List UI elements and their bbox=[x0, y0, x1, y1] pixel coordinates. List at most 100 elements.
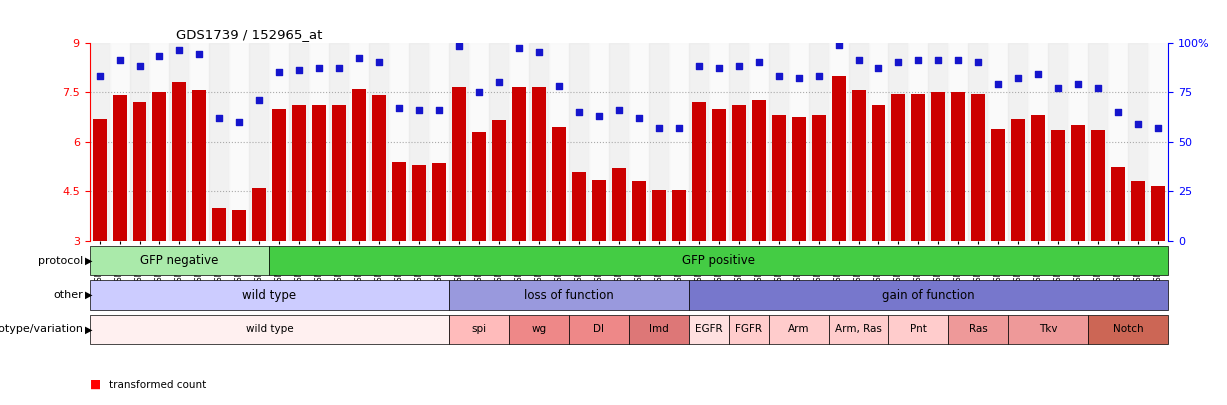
Text: Tkv: Tkv bbox=[1039, 324, 1058, 335]
Bar bbox=[789, 43, 809, 241]
Point bbox=[109, 57, 129, 64]
Bar bbox=[791, 117, 806, 340]
Point bbox=[309, 65, 329, 72]
Bar bbox=[548, 43, 569, 241]
Bar bbox=[669, 43, 688, 241]
Bar bbox=[469, 43, 490, 241]
Bar bbox=[113, 96, 126, 340]
Text: EGFR: EGFR bbox=[694, 324, 723, 335]
Bar bbox=[329, 43, 350, 241]
Point bbox=[729, 63, 748, 70]
Bar bbox=[809, 43, 828, 241]
Text: wg: wg bbox=[531, 324, 546, 335]
Point bbox=[1048, 85, 1067, 92]
Text: GDS1739 / 152965_at: GDS1739 / 152965_at bbox=[175, 28, 323, 41]
Bar bbox=[929, 43, 948, 241]
Bar bbox=[212, 208, 227, 340]
Bar bbox=[169, 43, 189, 241]
Bar bbox=[991, 128, 1005, 340]
Point bbox=[229, 119, 249, 125]
Point bbox=[869, 65, 888, 72]
Bar bbox=[912, 94, 925, 340]
Text: FGFR: FGFR bbox=[735, 324, 762, 335]
Point bbox=[90, 73, 109, 79]
Bar bbox=[731, 105, 746, 340]
Point bbox=[948, 57, 968, 64]
Bar bbox=[193, 90, 206, 340]
Bar bbox=[968, 43, 989, 241]
Point bbox=[569, 109, 589, 115]
Bar bbox=[533, 87, 546, 340]
Bar bbox=[492, 120, 506, 340]
Bar bbox=[1088, 43, 1108, 241]
Bar bbox=[768, 43, 789, 241]
Bar bbox=[229, 43, 249, 241]
Point bbox=[389, 105, 409, 111]
Bar bbox=[772, 115, 785, 340]
Bar bbox=[712, 109, 725, 340]
Text: wild type: wild type bbox=[245, 324, 293, 335]
Bar bbox=[729, 43, 748, 241]
Point bbox=[169, 47, 189, 54]
Text: lmd: lmd bbox=[649, 324, 669, 335]
Text: ▶: ▶ bbox=[85, 256, 92, 266]
Bar bbox=[752, 100, 766, 340]
Bar bbox=[109, 43, 130, 241]
Bar bbox=[1071, 125, 1085, 340]
Bar bbox=[1131, 181, 1145, 340]
Bar bbox=[828, 43, 849, 241]
Text: Arm, Ras: Arm, Ras bbox=[836, 324, 882, 335]
Point bbox=[249, 97, 269, 103]
Bar bbox=[852, 90, 865, 340]
Text: loss of function: loss of function bbox=[524, 288, 614, 302]
Bar bbox=[150, 43, 169, 241]
Bar bbox=[512, 87, 526, 340]
Point bbox=[929, 57, 948, 64]
Bar bbox=[290, 43, 309, 241]
Point bbox=[490, 79, 509, 85]
Point bbox=[509, 45, 529, 52]
Bar bbox=[591, 180, 606, 340]
Bar bbox=[849, 43, 869, 241]
Bar bbox=[811, 115, 826, 340]
Bar bbox=[1069, 43, 1088, 241]
Text: spi: spi bbox=[471, 324, 487, 335]
Bar bbox=[709, 43, 729, 241]
Bar bbox=[1009, 43, 1028, 241]
Bar bbox=[649, 43, 669, 241]
Bar bbox=[552, 127, 566, 340]
Bar bbox=[688, 43, 709, 241]
Bar bbox=[389, 43, 409, 241]
Bar bbox=[292, 105, 307, 340]
Bar bbox=[133, 102, 146, 340]
Point bbox=[190, 51, 210, 58]
Bar bbox=[569, 43, 589, 241]
Text: other: other bbox=[54, 290, 83, 300]
Bar bbox=[1091, 130, 1106, 340]
Bar bbox=[1108, 43, 1128, 241]
Point bbox=[1108, 109, 1128, 115]
Bar bbox=[429, 43, 449, 241]
Point bbox=[1009, 75, 1028, 81]
Bar bbox=[632, 181, 645, 340]
Point bbox=[629, 115, 649, 121]
Point bbox=[1028, 71, 1048, 77]
Point bbox=[469, 89, 488, 96]
Point bbox=[529, 49, 548, 55]
Point bbox=[290, 67, 309, 74]
Bar bbox=[152, 92, 167, 340]
Bar bbox=[92, 119, 107, 340]
Point bbox=[849, 57, 869, 64]
Bar bbox=[1112, 166, 1125, 340]
Bar bbox=[948, 43, 968, 241]
Bar bbox=[832, 76, 845, 340]
Point bbox=[748, 59, 768, 66]
Point bbox=[968, 59, 988, 66]
Point bbox=[429, 107, 449, 113]
Bar bbox=[692, 102, 706, 340]
Bar bbox=[210, 43, 229, 241]
Point bbox=[350, 55, 369, 62]
Bar bbox=[1151, 186, 1166, 340]
Text: Arm: Arm bbox=[788, 324, 810, 335]
Text: GFP positive: GFP positive bbox=[682, 254, 755, 267]
